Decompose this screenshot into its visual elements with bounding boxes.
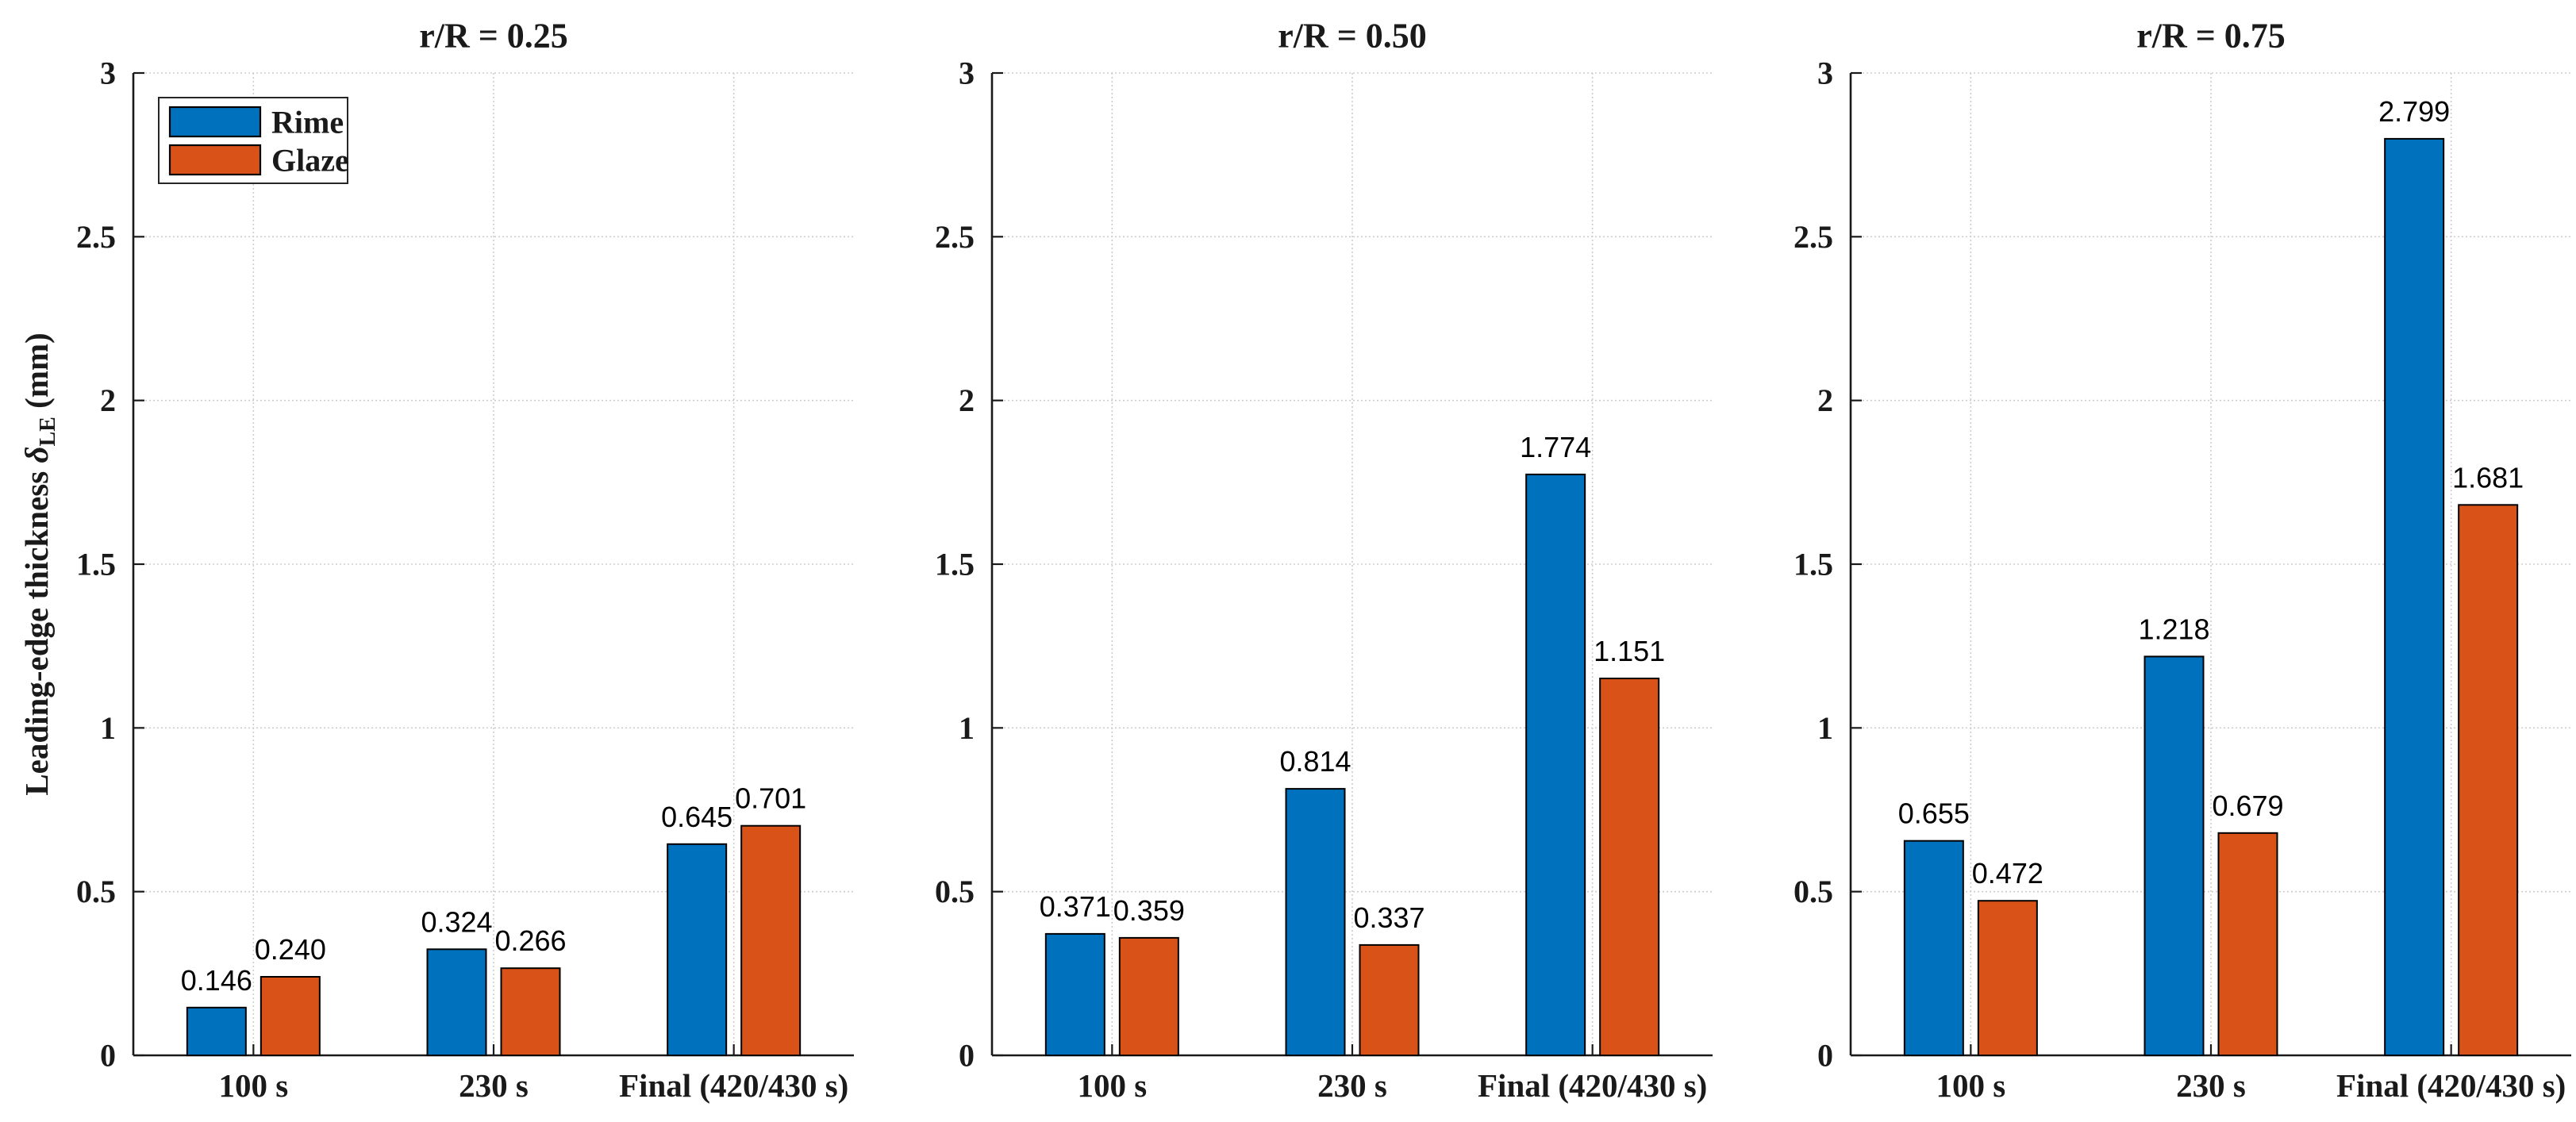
- bar-value-label: 1.218: [2138, 613, 2209, 645]
- y-axis-label-prefix: Leading-edge thickness: [18, 463, 55, 796]
- legend-swatch-glaze: [168, 144, 262, 176]
- y-tick-label: 3: [100, 56, 116, 91]
- bar-rime-2: [2384, 137, 2445, 1056]
- x-tick-label: 230 s: [1317, 1067, 1387, 1104]
- bar-value-label: 0.337: [1353, 901, 1424, 934]
- bar-glaze-1: [2217, 832, 2278, 1057]
- y-tick-label: 0: [100, 1038, 116, 1074]
- y-axis-label-subscript: LE: [36, 417, 60, 447]
- legend-swatch-rime: [168, 106, 262, 138]
- bar-value-label: 2.799: [2378, 95, 2450, 128]
- y-tick-label: 2.5: [76, 219, 116, 255]
- y-tick-label: 1.5: [935, 547, 975, 582]
- chart-panel-2: 0.371 0.814 1.774 0.359 0.337 1.151 0 0.5 1 1.5 2 2…: [859, 0, 1717, 1122]
- bar-chart-rR-0.25: 0.146 0.324 0.645 0.240 0.266 0.701 0 0.5 1 1.5 2 2…: [76, 17, 854, 1104]
- bar-glaze-0: [1118, 936, 1179, 1057]
- bar-value-label: 0.359: [1113, 894, 1185, 927]
- bar-rime-0: [186, 1006, 247, 1057]
- bar-value-label: 1.151: [1594, 635, 1665, 667]
- y-tick-label: 2.5: [1794, 219, 1833, 255]
- bar-glaze-2: [1599, 678, 1660, 1056]
- bar-rime-0: [1903, 840, 1964, 1056]
- bar-value-label: 0.266: [494, 924, 566, 957]
- bar-glaze-1: [500, 967, 561, 1056]
- y-axis-label-symbol: δ: [18, 446, 55, 463]
- bar-value-label: 0.814: [1279, 745, 1351, 778]
- x-tick-label: Final (420/430 s): [2336, 1067, 2566, 1104]
- y-tick-label: 0.5: [1794, 874, 1833, 909]
- bar-rime-2: [667, 843, 728, 1057]
- bar-rime-1: [426, 948, 487, 1057]
- y-tick-label: 3: [1817, 56, 1833, 91]
- bar-value-label: 0.240: [255, 933, 326, 966]
- bar-chart-rR-0.50: 0.371 0.814 1.774 0.359 0.337 1.151 0 0.5 1 1.5 2 2…: [935, 17, 1713, 1104]
- bar-rime-0: [1044, 932, 1105, 1057]
- bar-value-label: 1.681: [2452, 461, 2524, 494]
- bar-glaze-0: [260, 976, 321, 1056]
- y-tick-label: 0.5: [76, 874, 116, 909]
- bar-value-label: 0.679: [2212, 790, 2283, 822]
- x-tick-label: Final (420/430 s): [619, 1067, 848, 1104]
- bar-value-label: 1.774: [1520, 431, 1591, 463]
- x-tick-label: 100 s: [1077, 1067, 1147, 1104]
- bar-value-label: 0.645: [661, 801, 732, 833]
- bar-glaze-2: [740, 824, 802, 1056]
- panel-title: r/R = 0.75: [2136, 17, 2286, 56]
- y-tick-label: 0.5: [935, 874, 975, 909]
- bar-value-label: 0.655: [1898, 797, 1970, 830]
- x-tick-label: 100 s: [1936, 1067, 2005, 1104]
- bar-value-label: 0.146: [181, 964, 252, 997]
- bar-rime-1: [1285, 788, 1346, 1056]
- bar-value-label: 0.472: [1972, 857, 2043, 890]
- bar-glaze-2: [2458, 504, 2519, 1056]
- y-tick-label: 2: [100, 382, 116, 418]
- y-tick-label: 0: [1817, 1038, 1833, 1074]
- y-tick-label: 1: [100, 710, 116, 746]
- panel-title: r/R = 0.50: [1278, 17, 1427, 56]
- legend-label-glaze: Glaze: [271, 143, 349, 179]
- y-tick-label: 2: [1817, 382, 1833, 418]
- y-tick-label: 1: [1817, 710, 1833, 746]
- y-axis-label-suffix: (mm): [18, 332, 55, 417]
- bar-chart-rR-0.75: 0.655 1.218 2.799 0.472 0.679 1.681 0 0.5 1 1.5 2 2…: [1794, 17, 2571, 1104]
- bar-value-label: 0.371: [1040, 890, 1111, 923]
- chart-panel-3: 0.655 1.218 2.799 0.472 0.679 1.681 0 0.5 1 1.5 2 2…: [1717, 0, 2576, 1122]
- y-tick-label: 1: [959, 710, 975, 746]
- y-tick-label: 1.5: [76, 547, 116, 582]
- x-tick-label: 100 s: [218, 1067, 288, 1104]
- y-tick-label: 2.5: [935, 219, 975, 255]
- x-tick-label: Final (420/430 s): [1478, 1067, 1707, 1104]
- x-tick-label: 230 s: [459, 1067, 529, 1104]
- chart-panel-1: 0.146 0.324 0.645 0.240 0.266 0.701 0 0.5 1 1.5 2 2…: [0, 0, 859, 1122]
- bar-value-label: 0.701: [735, 782, 806, 815]
- y-tick-label: 1.5: [1794, 547, 1833, 582]
- panel-title: r/R = 0.25: [419, 17, 568, 56]
- bar-glaze-1: [1359, 943, 1420, 1057]
- bar-value-label: 0.324: [421, 905, 492, 938]
- x-tick-label: 230 s: [2176, 1067, 2246, 1104]
- bar-rime-2: [1525, 473, 1586, 1056]
- y-tick-label: 0: [959, 1038, 975, 1074]
- bar-glaze-0: [1977, 900, 2038, 1056]
- y-axis-label: Leading-edge thickness δLE (mm): [17, 332, 60, 796]
- legend-label-rime: Rime: [271, 105, 344, 140]
- y-tick-label: 3: [959, 56, 975, 91]
- y-tick-label: 2: [959, 382, 975, 418]
- bar-rime-1: [2143, 655, 2205, 1057]
